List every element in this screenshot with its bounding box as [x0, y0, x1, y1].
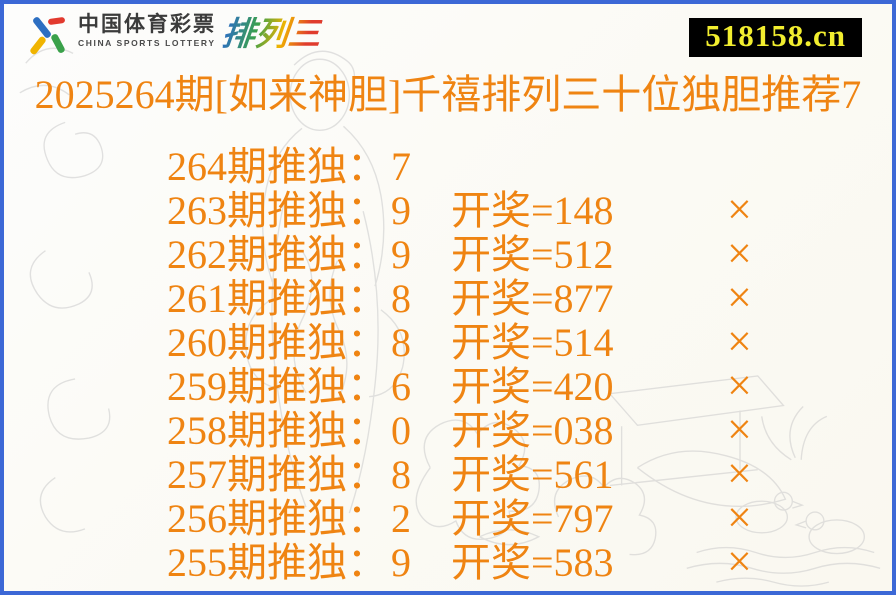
pick-digit: 8 — [391, 320, 411, 365]
post-title: 2025264期[如来神胆]千禧排列三十位独胆推荐7 — [34, 72, 862, 117]
miss-mark: × — [727, 361, 752, 410]
prediction-row: 261期推独： 8 开奖=877 × — [167, 266, 752, 322]
lottery-logo: 中国体育彩票 CHINA SPORTS LOTTERY 排列三 — [26, 14, 324, 58]
draw-result: 开奖=797 — [451, 496, 614, 541]
draw-result: 开奖=420 — [451, 364, 614, 409]
pick-digit: 9 — [391, 188, 411, 233]
pick-digit: 8 — [391, 276, 411, 321]
prediction-row: 257期推独： 8 开奖=561 × — [167, 442, 752, 498]
pick-digit: 2 — [391, 496, 411, 541]
miss-mark: × — [727, 185, 752, 234]
miss-mark: × — [727, 317, 752, 366]
draw-result: 开奖=038 — [451, 408, 614, 453]
prediction-row: 259期推独： 6 开奖=420 × — [167, 354, 752, 410]
lottery-logo-text: 中国体育彩票 CHINA SPORTS LOTTERY — [78, 14, 216, 48]
draw-result: 开奖=583 — [451, 540, 614, 585]
period-label: 261期推独： — [167, 276, 387, 321]
period-label: 264期推独： — [167, 144, 387, 189]
period-label: 262期推独： — [167, 232, 387, 277]
period-label: 258期推独： — [167, 408, 387, 453]
draw-result: 开奖=877 — [451, 276, 614, 321]
period-label: 263期推独： — [167, 188, 387, 233]
pick-digit: 9 — [391, 232, 411, 277]
game-name: 排列三 — [220, 15, 324, 52]
prediction-row: 263期推独： 9 开奖=148 × — [167, 178, 752, 234]
miss-mark: × — [727, 229, 752, 278]
prediction-row: 260期推独： 8 开奖=514 × — [167, 310, 752, 366]
prediction-row: 258期推独： 0 开奖=038 × — [167, 398, 752, 454]
miss-mark: × — [727, 273, 752, 322]
period-label: 260期推独： — [167, 320, 387, 365]
prediction-row: 262期推独： 9 开奖=512 × — [167, 222, 752, 278]
draw-result: 开奖=514 — [451, 320, 614, 365]
pick-digit: 7 — [391, 144, 411, 189]
draw-result: 开奖=512 — [451, 232, 614, 277]
miss-mark: × — [727, 493, 752, 542]
period-label: 256期推独： — [167, 496, 387, 541]
lottery-name-en: CHINA SPORTS LOTTERY — [78, 38, 216, 48]
site-domain-badge: 518158.cn — [689, 18, 862, 57]
miss-mark: × — [727, 405, 752, 454]
period-label: 255期推独： — [167, 540, 387, 585]
prediction-row: 264期推独： 7 — [167, 134, 752, 189]
background-artwork — [19, 47, 881, 587]
draw-result: 开奖=148 — [451, 188, 614, 233]
pick-digit: 6 — [391, 364, 411, 409]
miss-mark: × — [727, 449, 752, 498]
prediction-row: 255期推独： 9 开奖=583 × — [167, 530, 752, 586]
pick-digit: 0 — [391, 408, 411, 453]
pick-digit: 8 — [391, 452, 411, 497]
lottery-name-cn: 中国体育彩票 — [78, 13, 216, 36]
draw-result: 开奖=561 — [451, 452, 614, 497]
sports-lottery-logo-icon — [26, 14, 70, 58]
prediction-row: 256期推独： 2 开奖=797 × — [167, 486, 752, 542]
miss-mark: × — [727, 537, 752, 586]
period-label: 257期推独： — [167, 452, 387, 497]
prediction-list: 264期推独： 7 263期推独： 9 开奖=148 × 262期推独： 9 开奖=512 ×… — [167, 134, 752, 586]
pick-digit: 9 — [391, 540, 411, 585]
period-label: 259期推独： — [167, 364, 387, 409]
